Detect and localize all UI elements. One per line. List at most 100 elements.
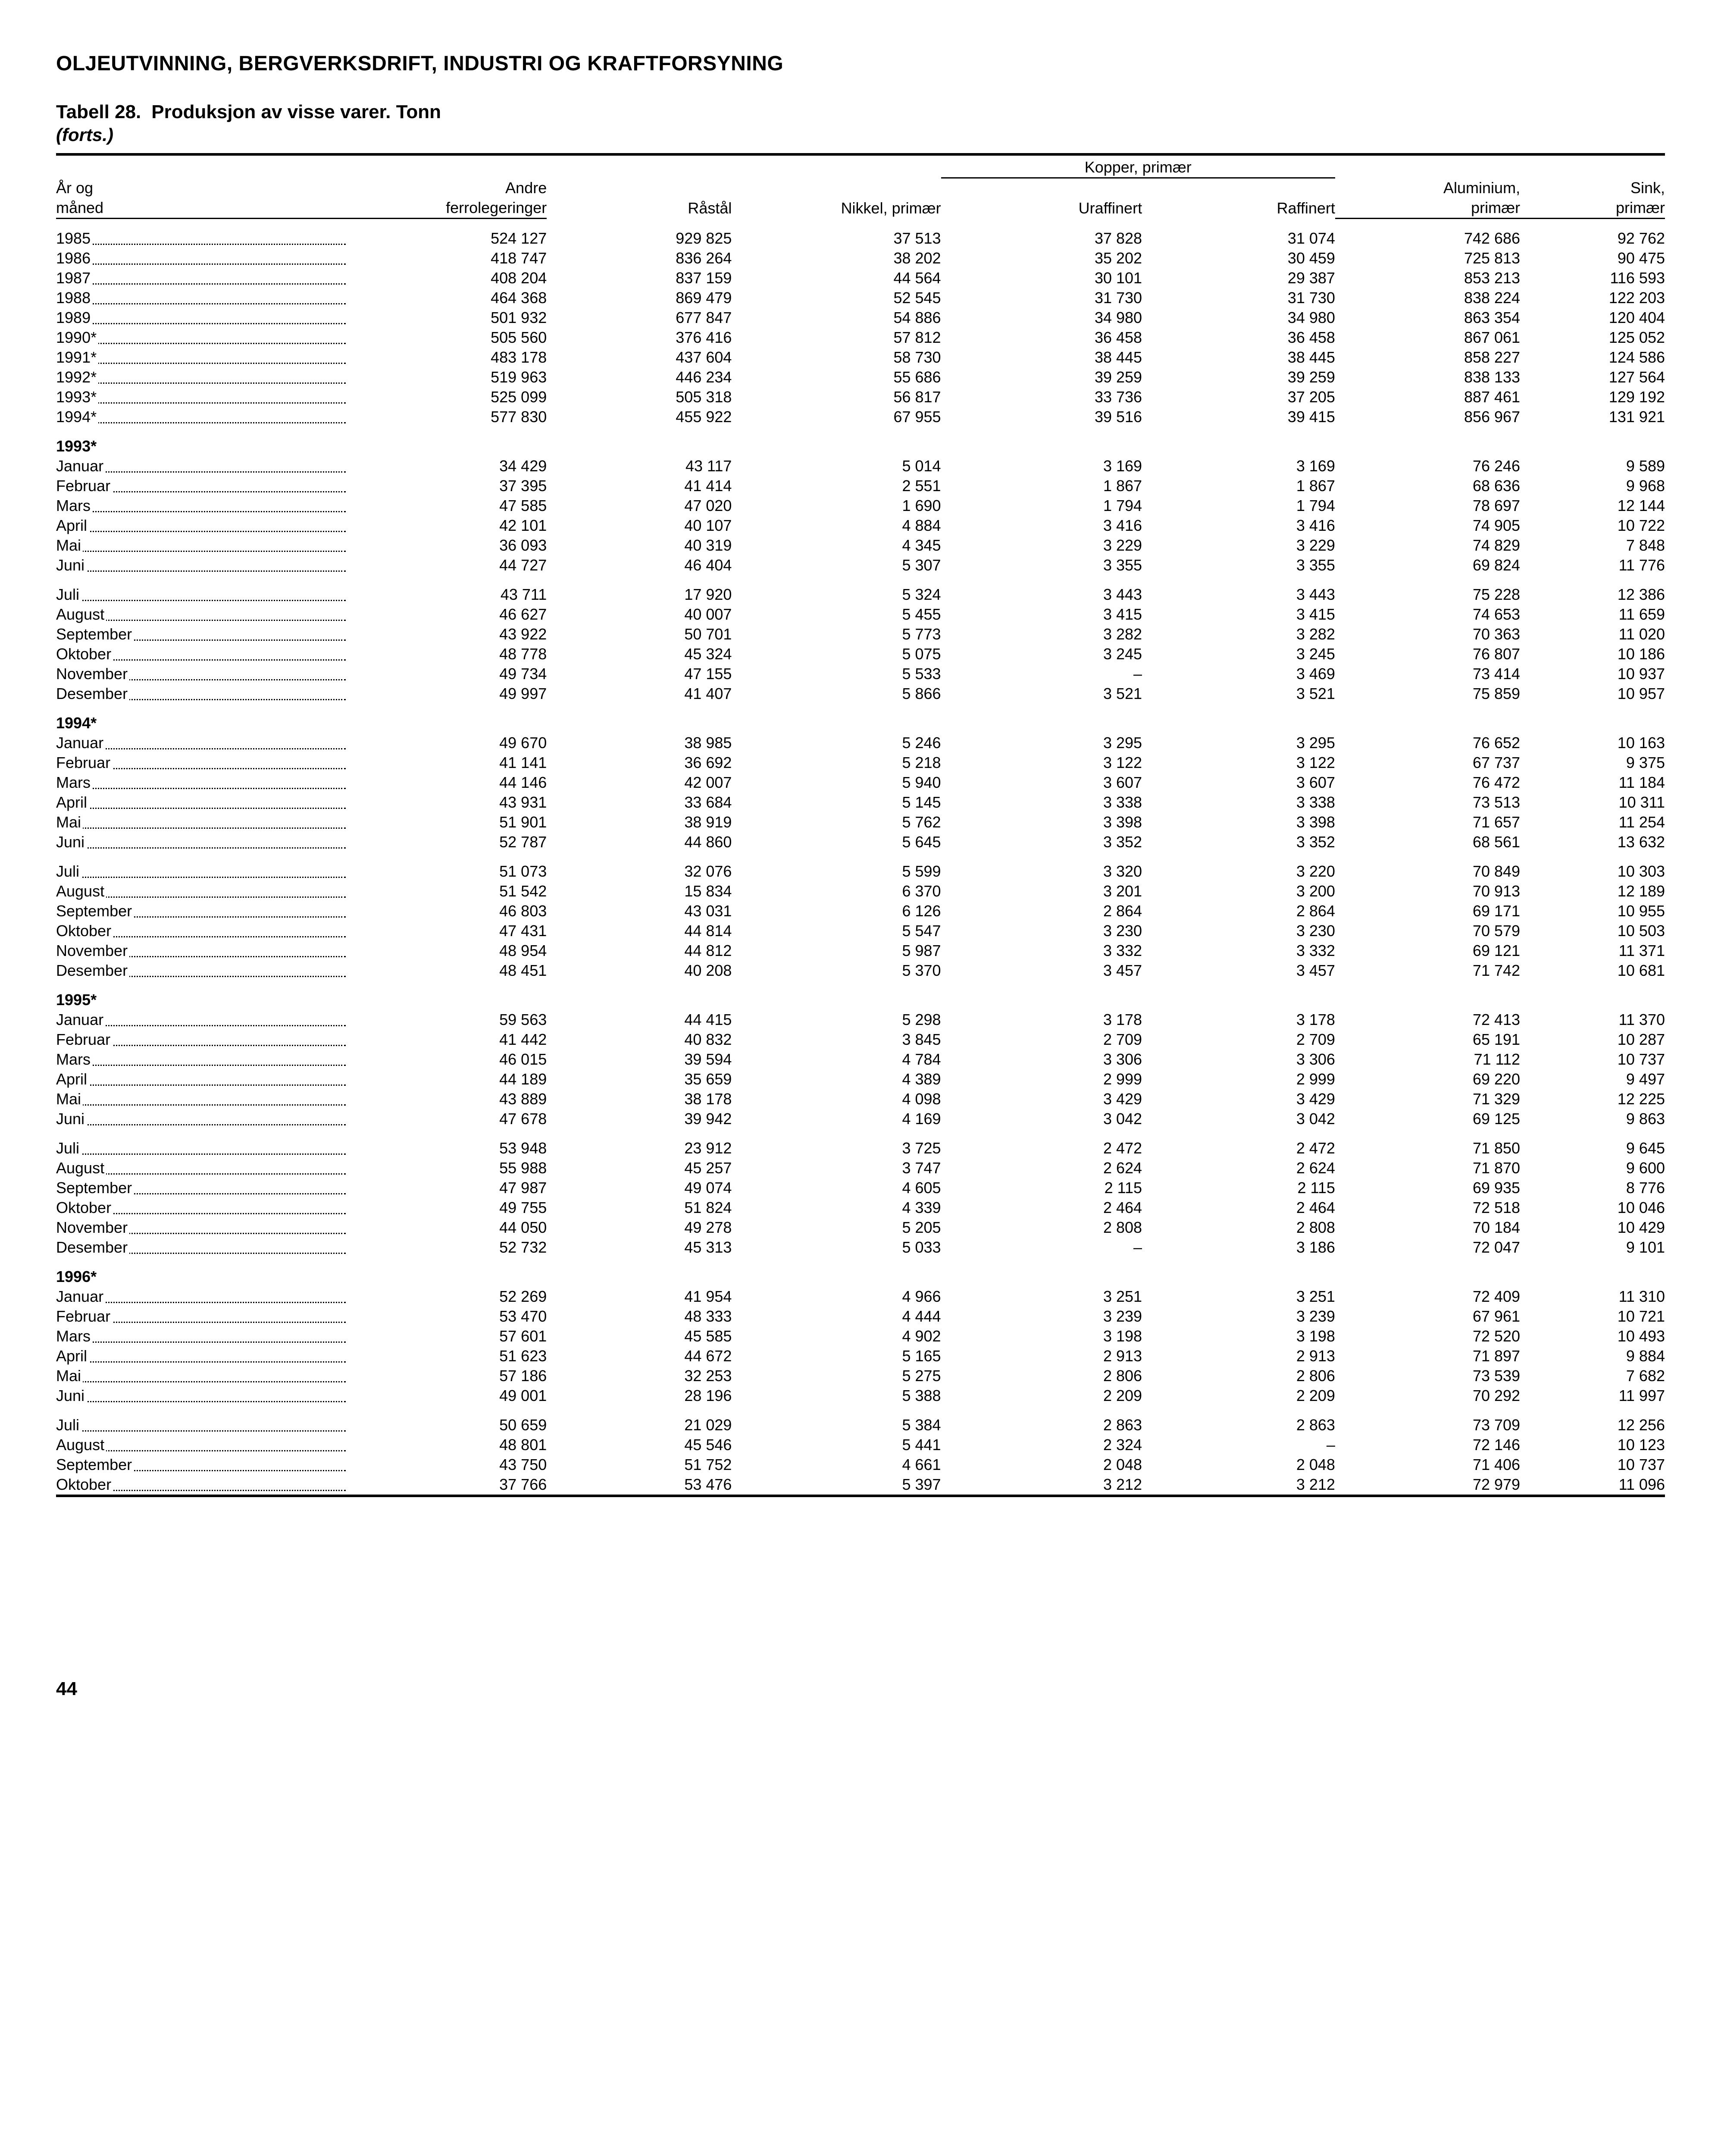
cell: 3 338 [941, 793, 1142, 812]
row-label: September [56, 624, 346, 644]
cell: 43 711 [346, 585, 547, 605]
row-label: November [56, 664, 346, 684]
cell: 3 239 [941, 1307, 1142, 1326]
col-nikkel: Nikkel, primær [732, 178, 941, 219]
row-label: Desember [56, 1238, 346, 1257]
cell: – [941, 664, 1142, 684]
cell: 6 126 [732, 901, 941, 921]
cell: 3 443 [1142, 585, 1335, 605]
page-number: 44 [56, 1678, 1665, 1700]
cell: 44 812 [547, 941, 732, 961]
cell: 5 246 [732, 733, 941, 753]
cell: 52 545 [732, 288, 941, 308]
cell [732, 713, 941, 733]
cell: 3 169 [1142, 456, 1335, 476]
row-label: August [56, 881, 346, 901]
cell: 10 955 [1520, 901, 1665, 921]
cell: 31 730 [941, 288, 1142, 308]
cell: 5 218 [732, 753, 941, 773]
cell: 3 607 [941, 773, 1142, 793]
cell: 3 198 [1142, 1326, 1335, 1346]
cell: 3 607 [1142, 773, 1335, 793]
cell [1520, 713, 1665, 733]
row-label: 1990* [56, 328, 346, 348]
cell: 3 169 [941, 456, 1142, 476]
col-year-b: måned [56, 198, 346, 219]
cell: 1 690 [732, 496, 941, 516]
cell: 75 859 [1335, 684, 1520, 704]
cell: 44 564 [732, 268, 941, 288]
cell: 2 472 [941, 1138, 1142, 1158]
cell: 70 849 [1335, 862, 1520, 881]
cell: 725 813 [1335, 248, 1520, 268]
cell [1520, 1267, 1665, 1287]
cell: 71 897 [1335, 1346, 1520, 1366]
cell: 40 208 [547, 961, 732, 981]
cell: 10 722 [1520, 516, 1665, 536]
cell: 3 239 [1142, 1307, 1335, 1326]
cell: 3 229 [941, 536, 1142, 555]
row-label: Oktober [56, 921, 346, 941]
cell [941, 713, 1142, 733]
row-label: Januar [56, 1010, 346, 1030]
cell: 5 940 [732, 773, 941, 793]
cell: 3 212 [1142, 1475, 1335, 1496]
cell: 57 812 [732, 328, 941, 348]
cell: 577 830 [346, 407, 547, 427]
cell: 31 074 [1142, 229, 1335, 248]
cell: 40 319 [547, 536, 732, 555]
cell: 4 098 [732, 1089, 941, 1109]
cell: 70 292 [1335, 1386, 1520, 1406]
cell: 72 979 [1335, 1475, 1520, 1496]
row-label: Mai [56, 812, 346, 832]
cell: 11 020 [1520, 624, 1665, 644]
cell: 7 848 [1520, 536, 1665, 555]
cell: 3 230 [941, 921, 1142, 941]
cell: 44 415 [547, 1010, 732, 1030]
cell [732, 990, 941, 1010]
cell: 3 332 [1142, 941, 1335, 961]
cell: 56 817 [732, 387, 941, 407]
col-rastal: Råstål [547, 178, 732, 219]
cell: 4 444 [732, 1307, 941, 1326]
cell: 4 902 [732, 1326, 941, 1346]
cell: 52 787 [346, 832, 547, 852]
cell [1142, 1267, 1335, 1287]
cell: 127 564 [1520, 367, 1665, 387]
cell: 5 307 [732, 555, 941, 575]
cell: 505 318 [547, 387, 732, 407]
cell: 3 178 [1142, 1010, 1335, 1030]
cell: 677 847 [547, 308, 732, 328]
cell: 68 636 [1335, 476, 1520, 496]
cell: 9 497 [1520, 1069, 1665, 1089]
cell: 3 295 [941, 733, 1142, 753]
cell: 46 404 [547, 555, 732, 575]
cell: 47 020 [547, 496, 732, 516]
cell: 9 645 [1520, 1138, 1665, 1158]
cell: 10 429 [1520, 1218, 1665, 1238]
cell: 4 169 [732, 1109, 941, 1129]
cell: 70 363 [1335, 624, 1520, 644]
cell: 2 209 [1142, 1386, 1335, 1406]
row-label: Oktober [56, 1475, 346, 1496]
col-year-a: År og [56, 178, 346, 198]
cell: 3 415 [1142, 605, 1335, 624]
cell: 2 863 [941, 1415, 1142, 1435]
row-label: Mars [56, 1326, 346, 1346]
cell [547, 436, 732, 456]
cell: 5 324 [732, 585, 941, 605]
cell: 4 345 [732, 536, 941, 555]
cell: 5 762 [732, 812, 941, 832]
cell: 2 464 [1142, 1198, 1335, 1218]
cell [547, 1267, 732, 1287]
cell: 5 441 [732, 1435, 941, 1455]
row-label: 1992* [56, 367, 346, 387]
row-label: August [56, 1435, 346, 1455]
cell: 69 121 [1335, 941, 1520, 961]
cell: 49 755 [346, 1198, 547, 1218]
cell: 6 370 [732, 881, 941, 901]
cell: 519 963 [346, 367, 547, 387]
cell: 43 922 [346, 624, 547, 644]
cell: 45 313 [547, 1238, 732, 1257]
col-sink-b: primær [1520, 198, 1665, 219]
